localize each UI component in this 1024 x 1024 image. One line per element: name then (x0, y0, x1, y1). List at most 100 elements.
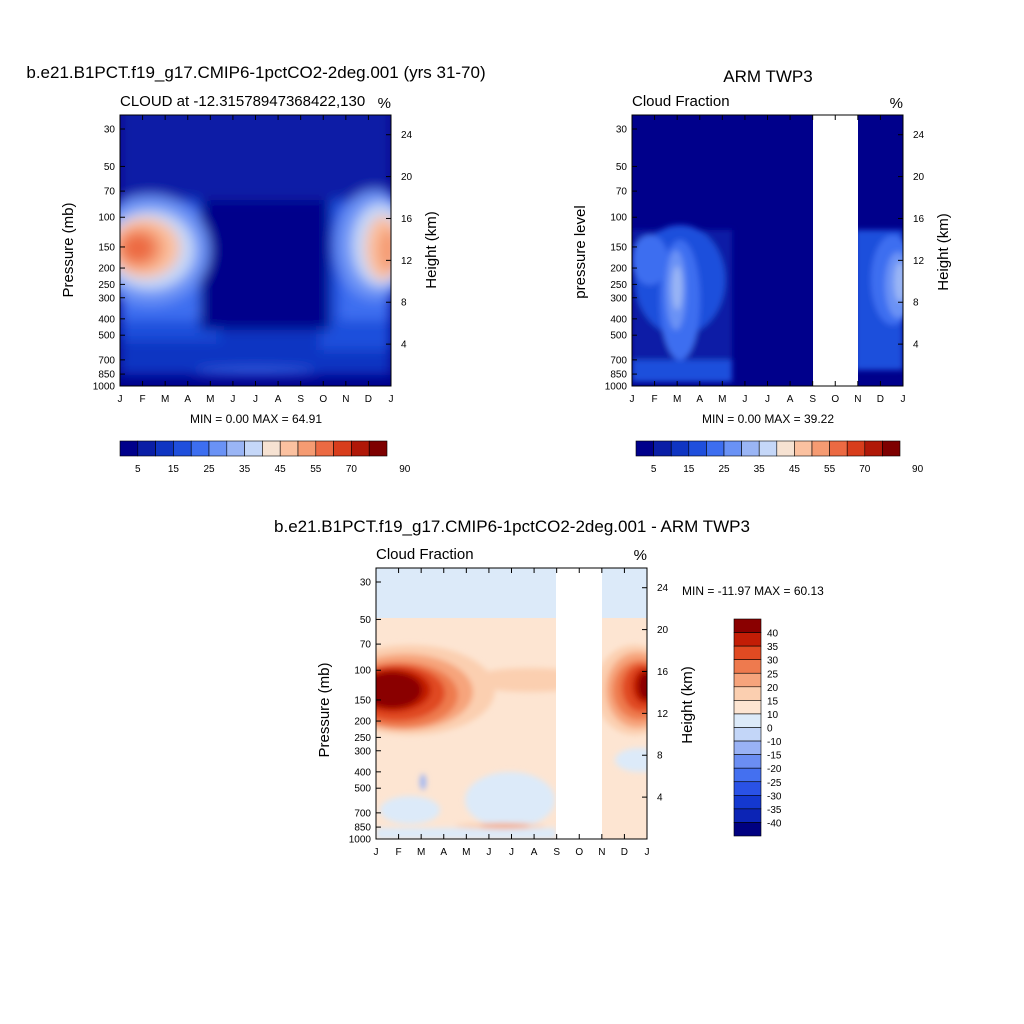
colorbar-box (635, 440, 654, 457)
x-tick-label: J (765, 394, 770, 405)
y-right-tick-label: 16 (657, 667, 669, 678)
panel2-left-string: Cloud Fraction (632, 93, 730, 110)
colorbar-box (794, 440, 813, 457)
colorbar-box (733, 686, 762, 701)
x-tick-label: A (787, 394, 794, 405)
x-tick-label: J (253, 394, 258, 405)
colorbar-box (226, 440, 245, 457)
y-right-tick-label: 20 (657, 625, 669, 636)
colorbar-box (733, 700, 762, 715)
y-tick-label: 1000 (605, 382, 628, 393)
y-right-tick-label: 12 (401, 256, 413, 267)
colorbar-box (137, 440, 156, 457)
y-right-tick-label: 16 (401, 214, 413, 225)
colorbar-label: 35 (754, 464, 766, 475)
x-tick-label: F (140, 394, 146, 405)
y-right-tick-label: 24 (657, 583, 669, 594)
y-right-tick-label: 20 (401, 172, 413, 183)
y-right-tick-label: 8 (657, 751, 663, 762)
colorbar-label: 15 (767, 696, 779, 707)
panel1-ylabel-left: Pressure (mb) (60, 202, 77, 297)
colorbar-label: 5 (135, 464, 141, 475)
colorbar-box (776, 440, 795, 457)
colorbar-label: -35 (767, 805, 782, 816)
colorbar-box (733, 645, 762, 660)
x-tick-label: N (854, 394, 861, 405)
colorbar-box (733, 672, 762, 688)
y-right-tick-label: 12 (657, 709, 669, 720)
panel3-axes: J F M A M J J A S O N D J 30 50 70 100 150 200 250 300 400 500… (349, 568, 669, 858)
colorbar-label: 15 (168, 464, 180, 475)
panel1-ylabel-right: Height (km) (423, 211, 440, 289)
colorbar-box (670, 440, 690, 457)
panel2-colorbar: 5 15 25 35 45 55 70 90 (635, 440, 924, 475)
colorbar-box (190, 440, 210, 457)
y-tick-label: 250 (98, 280, 115, 291)
y-tick-label: 850 (354, 823, 371, 834)
y-right-tick-label: 24 (401, 130, 413, 141)
panel1-title: b.e21.B1PCT.f19_g17.CMIP6-1pctCO2-2deg.0… (26, 63, 485, 82)
y-tick-label: 700 (354, 808, 371, 819)
panel3-left-string: Cloud Fraction (376, 546, 474, 563)
y-right-tick-label: 4 (401, 340, 407, 351)
x-tick-label: O (831, 394, 839, 405)
colorbar-box (351, 440, 370, 457)
colorbar-box (706, 440, 725, 457)
x-tick-label: N (598, 847, 605, 858)
panel1-minmax: MIN = 0.00 MAX = 64.91 (190, 412, 322, 426)
x-tick-label: A (440, 847, 447, 858)
panel2-axes: J F M A M J J A S O N D J 30 50 70 100 150 200 250 300 400 500… (605, 115, 925, 405)
colorbar-label: 20 (767, 683, 779, 694)
panel1-contour-field (120, 115, 391, 386)
panel1-left-string: CLOUD at -12.31578947368422,130 (120, 93, 365, 110)
colorbar-box (733, 795, 762, 810)
y-tick-label: 30 (616, 125, 628, 136)
panel2-units: % (890, 95, 903, 112)
y-tick-label: 70 (360, 640, 372, 651)
y-tick-label: 400 (610, 314, 627, 325)
x-tick-label: S (297, 394, 304, 405)
x-tick-label: D (621, 847, 628, 858)
x-tick-label: J (374, 847, 379, 858)
colorbar-label: 25 (203, 464, 215, 475)
y-tick-label: 250 (354, 733, 371, 744)
y-tick-label: 30 (360, 578, 372, 589)
panel-observations: ARM TWP3 Cloud Fraction % J F M A M J J A S O N D J 3… (572, 67, 952, 475)
y-tick-label: 150 (98, 242, 115, 253)
colorbar-label: -20 (767, 764, 782, 775)
y-tick-label: 100 (610, 213, 627, 224)
y-tick-label: 200 (610, 264, 627, 275)
y-right-tick-label: 4 (657, 793, 663, 804)
x-tick-label: M (206, 394, 214, 405)
colorbar-label: 30 (767, 656, 779, 667)
y-right-tick-label: 16 (913, 214, 925, 225)
colorbar-label: -25 (767, 778, 782, 789)
y-right-tick-label: 4 (913, 340, 919, 351)
y-tick-label: 700 (98, 355, 115, 366)
panel1-axes: J F M A M J J A S O N D J 30 50 70 100 150 200 250 300 400 500… (93, 115, 413, 405)
x-tick-label: A (184, 394, 191, 405)
colorbar-label: 90 (912, 464, 924, 475)
colorbar-box (208, 440, 228, 457)
colorbar-label: 45 (275, 464, 287, 475)
y-tick-label: 300 (610, 293, 627, 304)
colorbar-box (733, 781, 762, 796)
colorbar-box (733, 754, 762, 769)
y-tick-label: 100 (354, 666, 371, 677)
y-tick-label: 70 (104, 187, 116, 198)
x-tick-label: O (319, 394, 327, 405)
x-tick-label: D (365, 394, 372, 405)
colorbar-label: 55 (310, 464, 322, 475)
colorbar-label: 10 (767, 710, 779, 721)
y-tick-label: 250 (610, 280, 627, 291)
colorbar-box (688, 440, 707, 457)
colorbar-box (368, 440, 388, 457)
x-tick-label: F (396, 847, 402, 858)
y-tick-label: 500 (610, 331, 627, 342)
y-right-tick-label: 24 (913, 130, 925, 141)
panel3-units: % (634, 547, 647, 564)
colorbar-box (733, 632, 762, 647)
colorbar-box (119, 440, 139, 457)
x-tick-label: N (342, 394, 349, 405)
x-tick-label: A (531, 847, 538, 858)
